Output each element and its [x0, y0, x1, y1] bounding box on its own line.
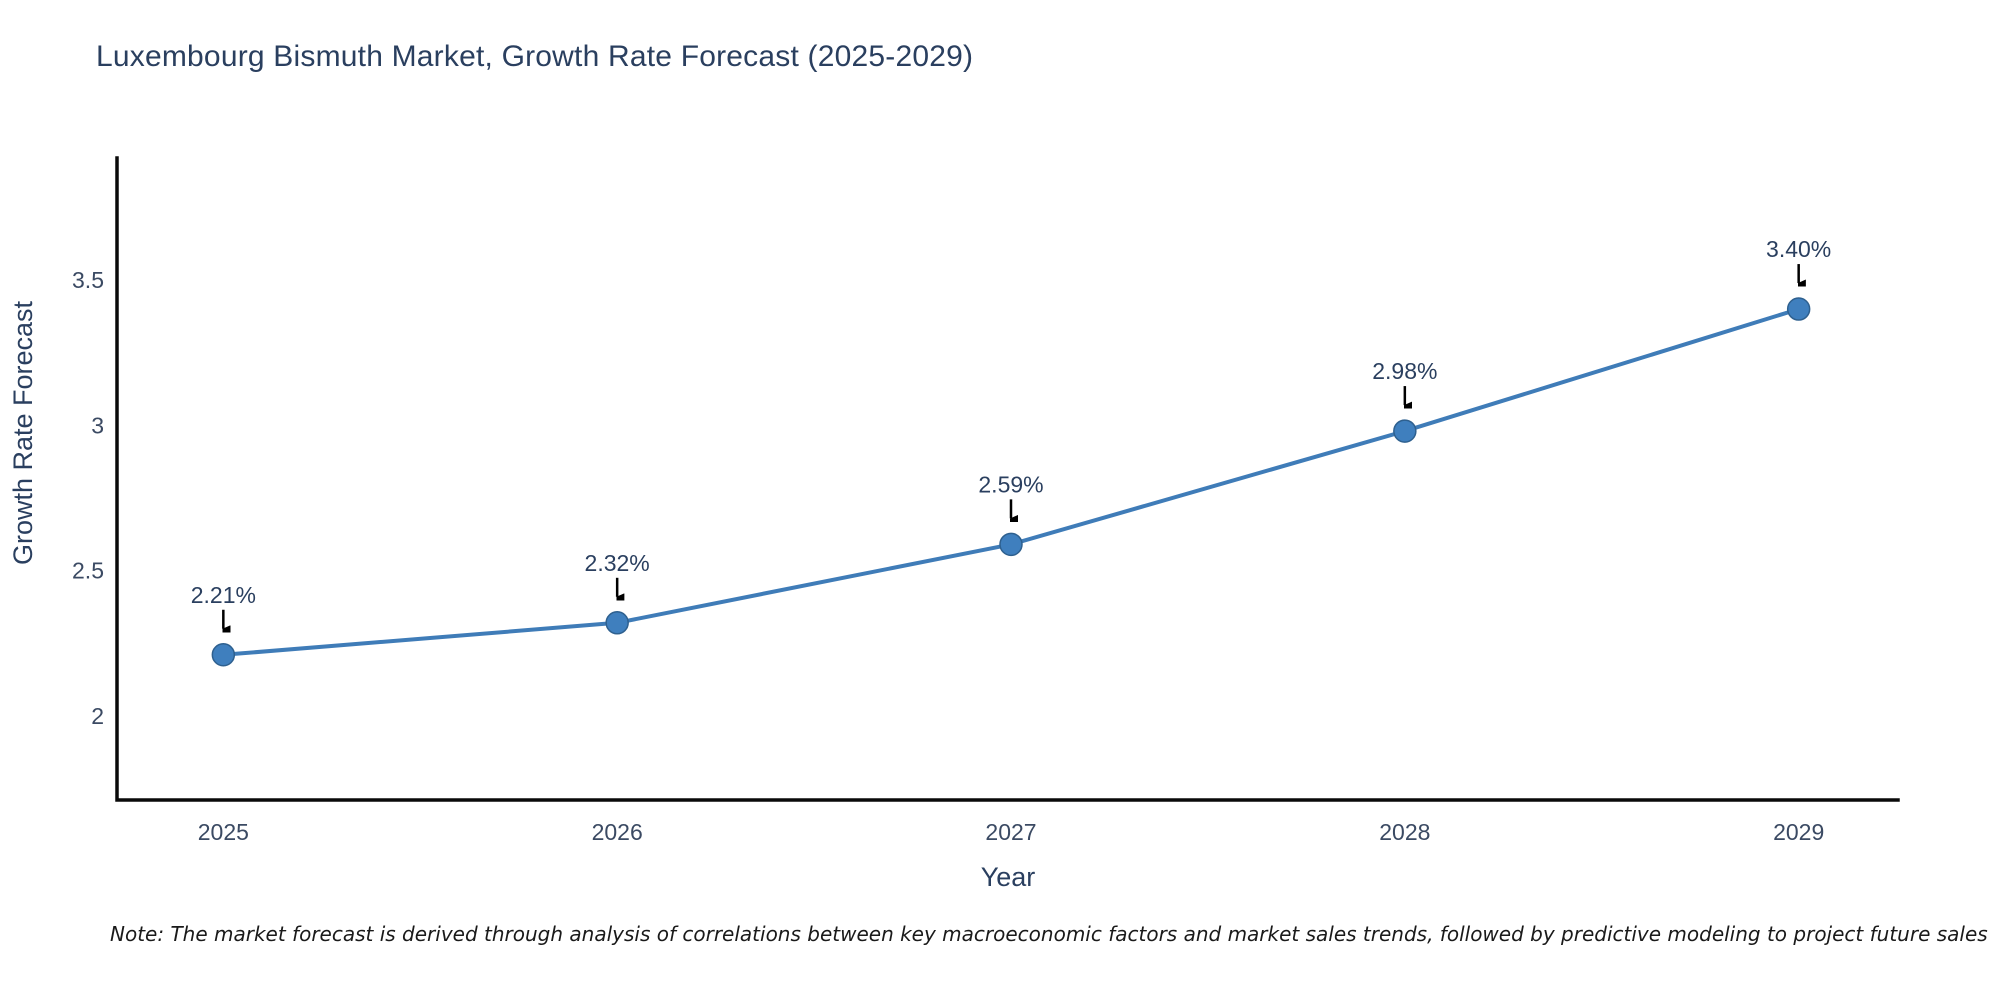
- y-tick-label: 2.5: [72, 558, 104, 584]
- point-value-label: 2.98%: [1372, 358, 1437, 384]
- point-value-label: 3.40%: [1766, 236, 1831, 262]
- data-point-marker: [999, 532, 1023, 557]
- axis-spines: [115, 156, 1900, 802]
- x-tick-label: 2025: [198, 819, 249, 845]
- footnote: Note: The market forecast is derived thr…: [110, 922, 1988, 946]
- point-value-label: 2.32%: [585, 550, 650, 576]
- data-point-marker: [1393, 419, 1417, 443]
- y-tick-label: 3: [91, 412, 104, 438]
- x-tick-label: 2027: [985, 819, 1036, 845]
- x-tick-label: 2026: [592, 819, 643, 845]
- x-axis-title: Year: [981, 862, 1036, 892]
- y-axis-title: Growth Rate Forecast: [8, 300, 38, 565]
- y-tick-label: 2: [91, 703, 104, 729]
- x-tick-label: 2029: [1773, 819, 1824, 845]
- chart-title: Luxembourg Bismuth Market, Growth Rate F…: [96, 40, 974, 73]
- y-tick-label: 3.5: [72, 267, 104, 293]
- data-point-marker: [211, 643, 236, 667]
- point-value-label: 2.59%: [978, 471, 1043, 497]
- point-value-label: 2.21%: [191, 582, 256, 608]
- data-point-marker: [605, 611, 629, 635]
- x-tick-label: 2028: [1379, 819, 1430, 845]
- data-point-marker: [1786, 297, 1811, 321]
